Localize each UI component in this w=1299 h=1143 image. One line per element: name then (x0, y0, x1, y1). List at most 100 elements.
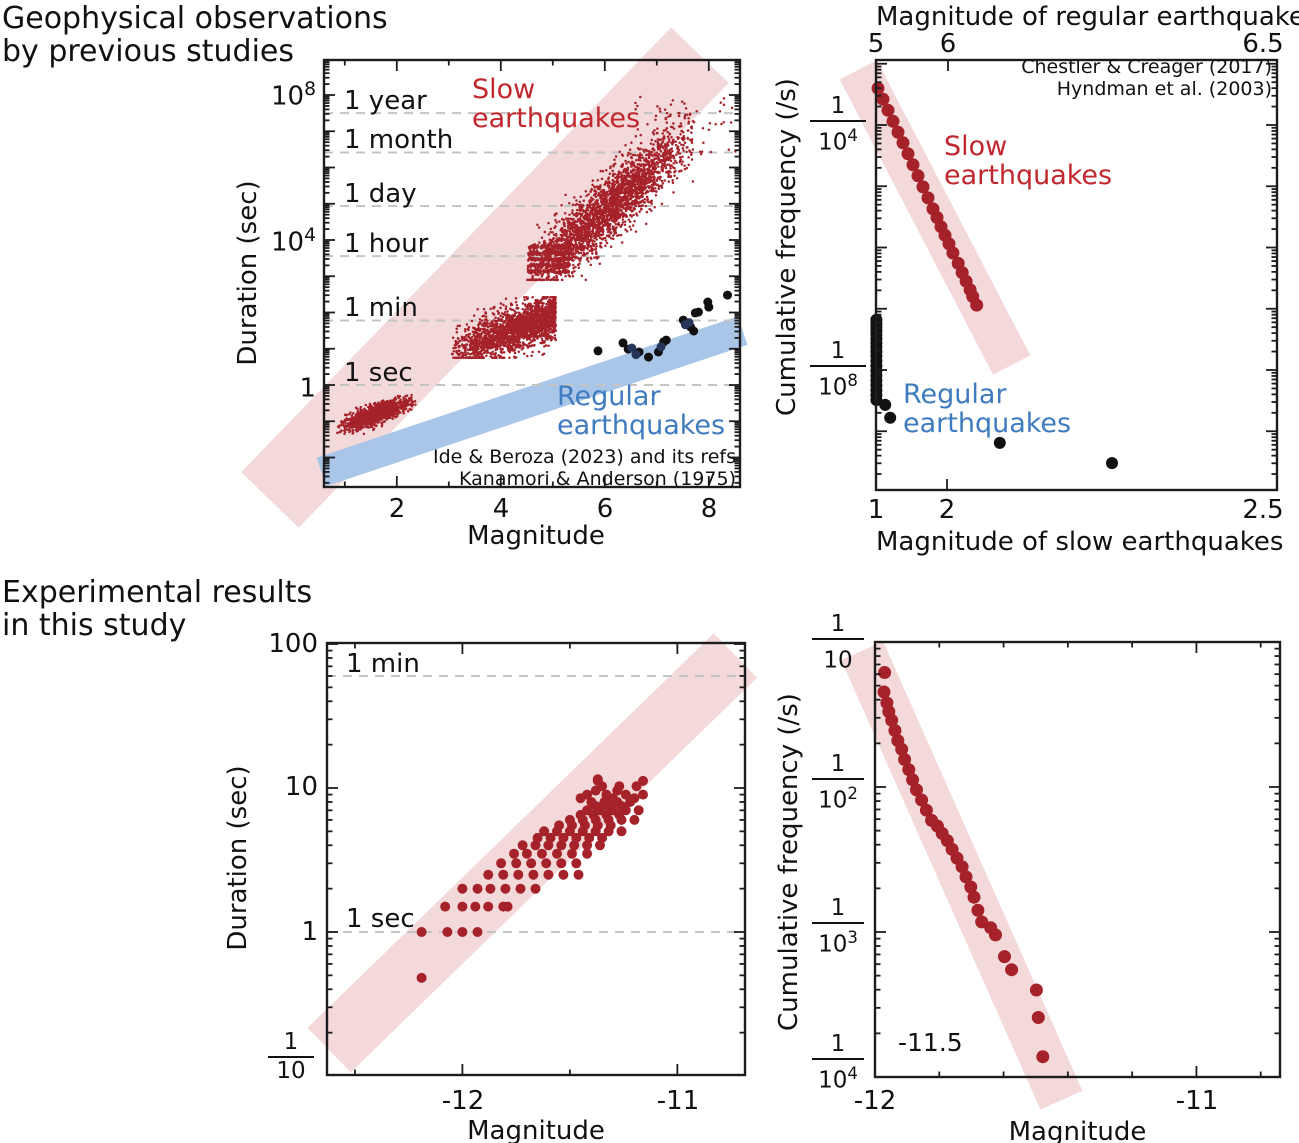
slow-earthquake-clouds-point (553, 296, 557, 299)
slow-earthquake-clouds-point (552, 233, 556, 236)
slow-earthquake-clouds-point (457, 340, 460, 344)
slow-earthquake-clouds-point (552, 326, 555, 330)
slow-earthquake-clouds-point (353, 424, 357, 427)
slow-earthquake-clouds-point (506, 347, 510, 351)
obs_scaling-band (316, 316, 748, 487)
slow-earthquake-clouds-point (513, 310, 516, 313)
slow-earthquake-clouds-point (370, 411, 374, 415)
slow-earthquake-clouds-point (509, 315, 513, 319)
slow-earthquake-clouds-point (521, 302, 525, 305)
slow-earthquake-clouds-point (519, 312, 522, 316)
slow-earthquake-clouds-point (611, 169, 614, 173)
slow-earthquake-clouds-point (510, 349, 514, 352)
slow-earthquake-clouds-point (454, 339, 457, 343)
slow-earthquake-clouds-point (350, 414, 354, 417)
slow-earthquake-clouds-point (593, 192, 597, 196)
slow-earthquake-clouds-point (665, 111, 669, 115)
slow-earthquake-clouds-point (542, 352, 546, 355)
slow-earthquake-clouds-point (660, 202, 664, 205)
slow-earthquake-clouds-point (566, 224, 570, 228)
slow-earthquake-clouds-point (349, 421, 352, 424)
slow-earthquake-clouds-point (476, 332, 480, 335)
slow-earthquake-clouds-point (458, 324, 462, 328)
slow-earthquake-clouds-point (528, 305, 531, 308)
slow-earthquake-clouds-point (530, 278, 534, 282)
slow-earthquake-clouds-point (528, 338, 531, 341)
slow-earthquake-clouds-point (658, 178, 661, 181)
slow-earthquake-clouds-point (533, 302, 536, 305)
slow-earthquake-clouds-point (681, 147, 684, 150)
slow-earthquake-clouds-point (472, 343, 476, 347)
slow-earthquake-clouds-point (502, 313, 506, 316)
slow-earthquake-clouds-point (687, 116, 690, 120)
slow-earthquake-clouds-point (351, 412, 355, 415)
slow-earthquake-clouds-point (559, 233, 563, 237)
slow-earthquake-clouds-point (341, 423, 345, 427)
slow-earthquake-clouds-point (491, 356, 495, 360)
slow-earthquake-clouds-point (535, 305, 538, 308)
slow-earthquake-clouds-point (477, 324, 480, 327)
slow-earthquake-clouds-point (540, 305, 544, 309)
slow-earthquake-clouds-point (586, 204, 589, 207)
slow-earthquake-clouds-point (509, 307, 512, 311)
slow-earthquake-clouds-point (343, 432, 346, 435)
slow-earthquake-clouds-point (474, 342, 478, 345)
slow-earthquake-clouds-point (498, 327, 502, 330)
slow-earthquake-clouds-point (675, 161, 678, 164)
slow-earthquake-clouds-point (390, 402, 394, 405)
slow-earthquake-clouds-point (632, 213, 635, 217)
slow-earthquake-clouds-point (506, 310, 509, 313)
slow-earthquake-clouds-point (510, 333, 514, 336)
slow-earthquake-clouds-point (528, 328, 532, 331)
slow-earthquake-clouds-point (382, 405, 385, 409)
slow-earthquake-clouds-point (563, 212, 567, 215)
slow-earthquake-clouds-point (522, 311, 525, 315)
slow-earthquake-clouds-point (580, 274, 584, 278)
slow-earthquake-clouds-point (502, 303, 505, 307)
slow-earthquake-clouds-point (336, 431, 339, 435)
slow-earthquake-clouds-point (472, 348, 476, 351)
slow-earthquake-clouds-point (499, 344, 502, 348)
slow-earthquake-clouds-point (683, 164, 686, 167)
slow-earthquake-clouds-point (595, 202, 598, 205)
slow-earthquake-clouds-point (510, 326, 514, 330)
slow-earthquake-clouds-point (504, 307, 508, 311)
slow-earthquake-clouds-point (508, 356, 511, 360)
slow-earthquake-clouds-point (387, 405, 390, 409)
slow-earthquake-clouds-point (344, 413, 348, 417)
slow-earthquake-clouds-point (593, 189, 596, 193)
slow-earthquake-clouds-point (406, 409, 410, 413)
slow-earthquake-clouds-point (493, 353, 497, 356)
slow-earthquake-clouds-point (461, 344, 464, 347)
slow-earthquake-clouds-point (668, 169, 671, 173)
slow-earthquake-clouds-point (503, 340, 507, 344)
slow-earthquake-clouds-point (384, 413, 387, 416)
slow-earthquake-clouds-point (343, 428, 347, 431)
slow-earthquake-clouds-point (645, 163, 648, 166)
slow-earthquake-clouds-point (604, 244, 607, 248)
slow-earthquake-clouds-point (378, 411, 382, 415)
slow-earthquake-clouds-point (492, 319, 496, 322)
slow-earthquake-clouds-point (342, 420, 345, 424)
slow-earthquake-clouds-point (493, 305, 496, 309)
slow-earthquake-clouds-point (678, 160, 682, 164)
slow-earthquake-clouds-point (668, 163, 671, 166)
slow-earthquake-clouds-point (531, 296, 534, 299)
slow-earthquake-clouds-point (344, 424, 348, 428)
slow-earthquake-clouds-point (466, 351, 470, 355)
slow-earthquake-clouds-point (499, 323, 502, 326)
slow-earthquake-clouds-point (488, 322, 491, 326)
slow-earthquake-clouds-point (548, 303, 551, 307)
slow-earthquake-clouds-point (534, 335, 538, 338)
slow-earthquake-clouds-point (627, 151, 630, 155)
slow-earthquake-clouds-point (509, 330, 513, 334)
slow-earthquake-clouds-point (579, 256, 583, 260)
slow-earthquake-clouds-point (540, 334, 544, 337)
slow-earthquake-clouds-point (577, 266, 581, 269)
slow-earthquake-clouds-point (498, 335, 501, 339)
slow-earthquake-clouds-point (630, 156, 633, 160)
slow-earthquake-clouds-point (622, 170, 625, 174)
slow-earthquake-clouds-point (380, 421, 383, 424)
slow-earthquake-clouds-point (367, 418, 370, 421)
slow-earthquake-clouds-point (521, 307, 524, 311)
